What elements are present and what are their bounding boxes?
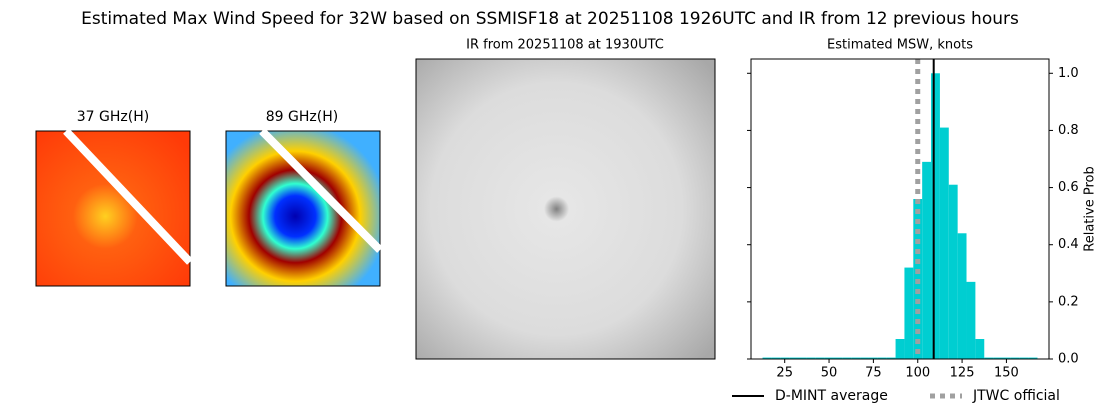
bar (833, 357, 843, 359)
bar (895, 339, 905, 359)
bar (1019, 357, 1029, 359)
legend-label: D-MINT average (775, 388, 888, 404)
bar (851, 357, 861, 359)
bar (948, 184, 958, 359)
image-37ghz (35, 130, 191, 287)
bar (780, 357, 790, 359)
bar (824, 357, 834, 359)
bar (957, 233, 967, 359)
bar (789, 357, 799, 359)
x-tick-label: 125 (950, 366, 975, 381)
x-tick-label: 100 (905, 366, 930, 381)
bar (904, 267, 914, 359)
plot-frame (750, 58, 1050, 360)
y-tick-label: 0.2 (1058, 294, 1079, 309)
bar (966, 281, 976, 359)
chart-title: Estimated MSW, knots (827, 38, 973, 53)
image-ir (415, 58, 716, 360)
bar (771, 357, 781, 359)
y-tick-label: 0.8 (1058, 123, 1079, 138)
bar (860, 357, 869, 359)
y-axis-label: Relative Prob (1083, 166, 1098, 251)
image-89ghz (225, 130, 381, 287)
bar (815, 357, 825, 359)
bar (842, 357, 852, 359)
y-tick-label: 1.0 (1058, 66, 1079, 81)
bar (762, 357, 772, 359)
bar (939, 127, 949, 359)
bar (798, 357, 807, 359)
bar (993, 357, 1002, 359)
swath-gap (259, 128, 383, 253)
bar (931, 73, 940, 360)
bar (886, 357, 896, 359)
panel-title: 37 GHz(H) (77, 109, 149, 125)
bar (1010, 357, 1020, 359)
bar (806, 357, 816, 359)
bar (922, 161, 932, 359)
bar (868, 357, 878, 359)
bar (984, 357, 994, 359)
bar (1028, 357, 1038, 359)
bar (1001, 357, 1011, 359)
bar (975, 339, 985, 359)
panel-title: IR from 20251108 at 1930UTC (466, 38, 664, 53)
legend-label: JTWC official (972, 388, 1060, 404)
x-tick-label: 150 (994, 366, 1019, 381)
swath-gap (63, 128, 193, 265)
x-tick-label: 50 (821, 366, 838, 381)
y-tick-label: 0.6 (1058, 180, 1079, 195)
y-tick-label: 0.4 (1058, 237, 1079, 252)
x-tick-label: 75 (865, 366, 882, 381)
x-tick-label: 25 (776, 366, 793, 381)
panel-title: 89 GHz(H) (266, 109, 338, 125)
y-tick-label: 0.0 (1058, 352, 1079, 367)
figure-title: Estimated Max Wind Speed for 32W based o… (81, 9, 1019, 29)
bar (877, 357, 887, 359)
